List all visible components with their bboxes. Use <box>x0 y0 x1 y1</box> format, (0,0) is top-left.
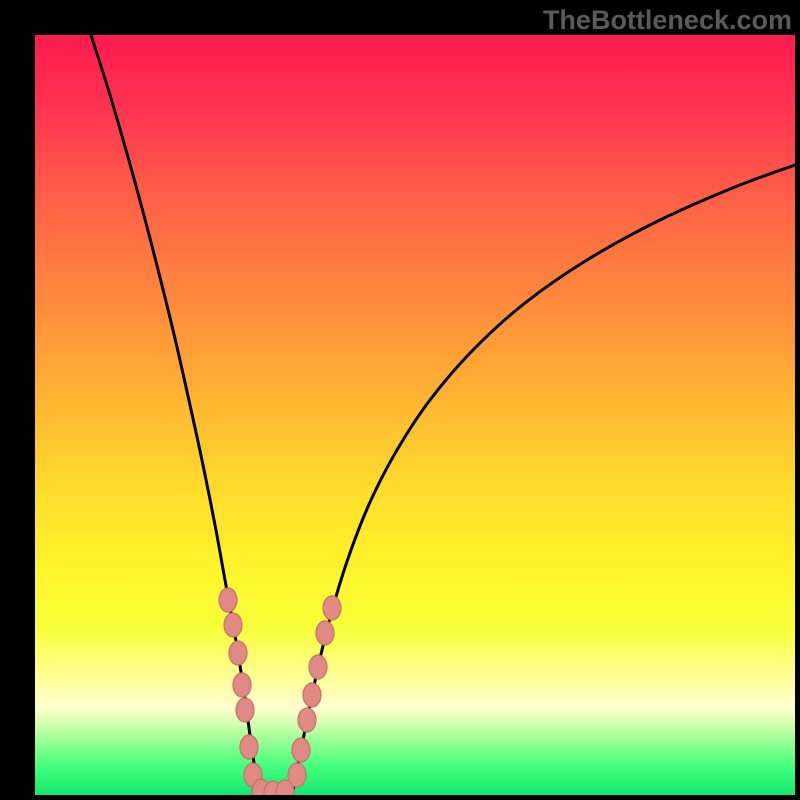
marker-right-1 <box>292 738 310 762</box>
curve-right <box>293 165 795 790</box>
marker-right-6 <box>323 596 341 620</box>
marker-right-3 <box>303 683 321 707</box>
chart-container: TheBottleneck.com <box>0 0 800 800</box>
marker-right-5 <box>316 621 334 645</box>
curve-left <box>91 35 258 790</box>
watermark-text: TheBottleneck.com <box>543 5 792 36</box>
marker-left-0 <box>219 588 237 612</box>
marker-left-3 <box>233 673 251 697</box>
marker-left-4 <box>236 698 254 722</box>
curve-overlay <box>35 35 795 795</box>
marker-left-5 <box>240 735 258 759</box>
marker-left-2 <box>229 641 247 665</box>
marker-left-1 <box>224 613 242 637</box>
marker-right-2 <box>298 708 316 732</box>
plot-area <box>35 35 795 795</box>
marker-right-4 <box>309 655 327 679</box>
